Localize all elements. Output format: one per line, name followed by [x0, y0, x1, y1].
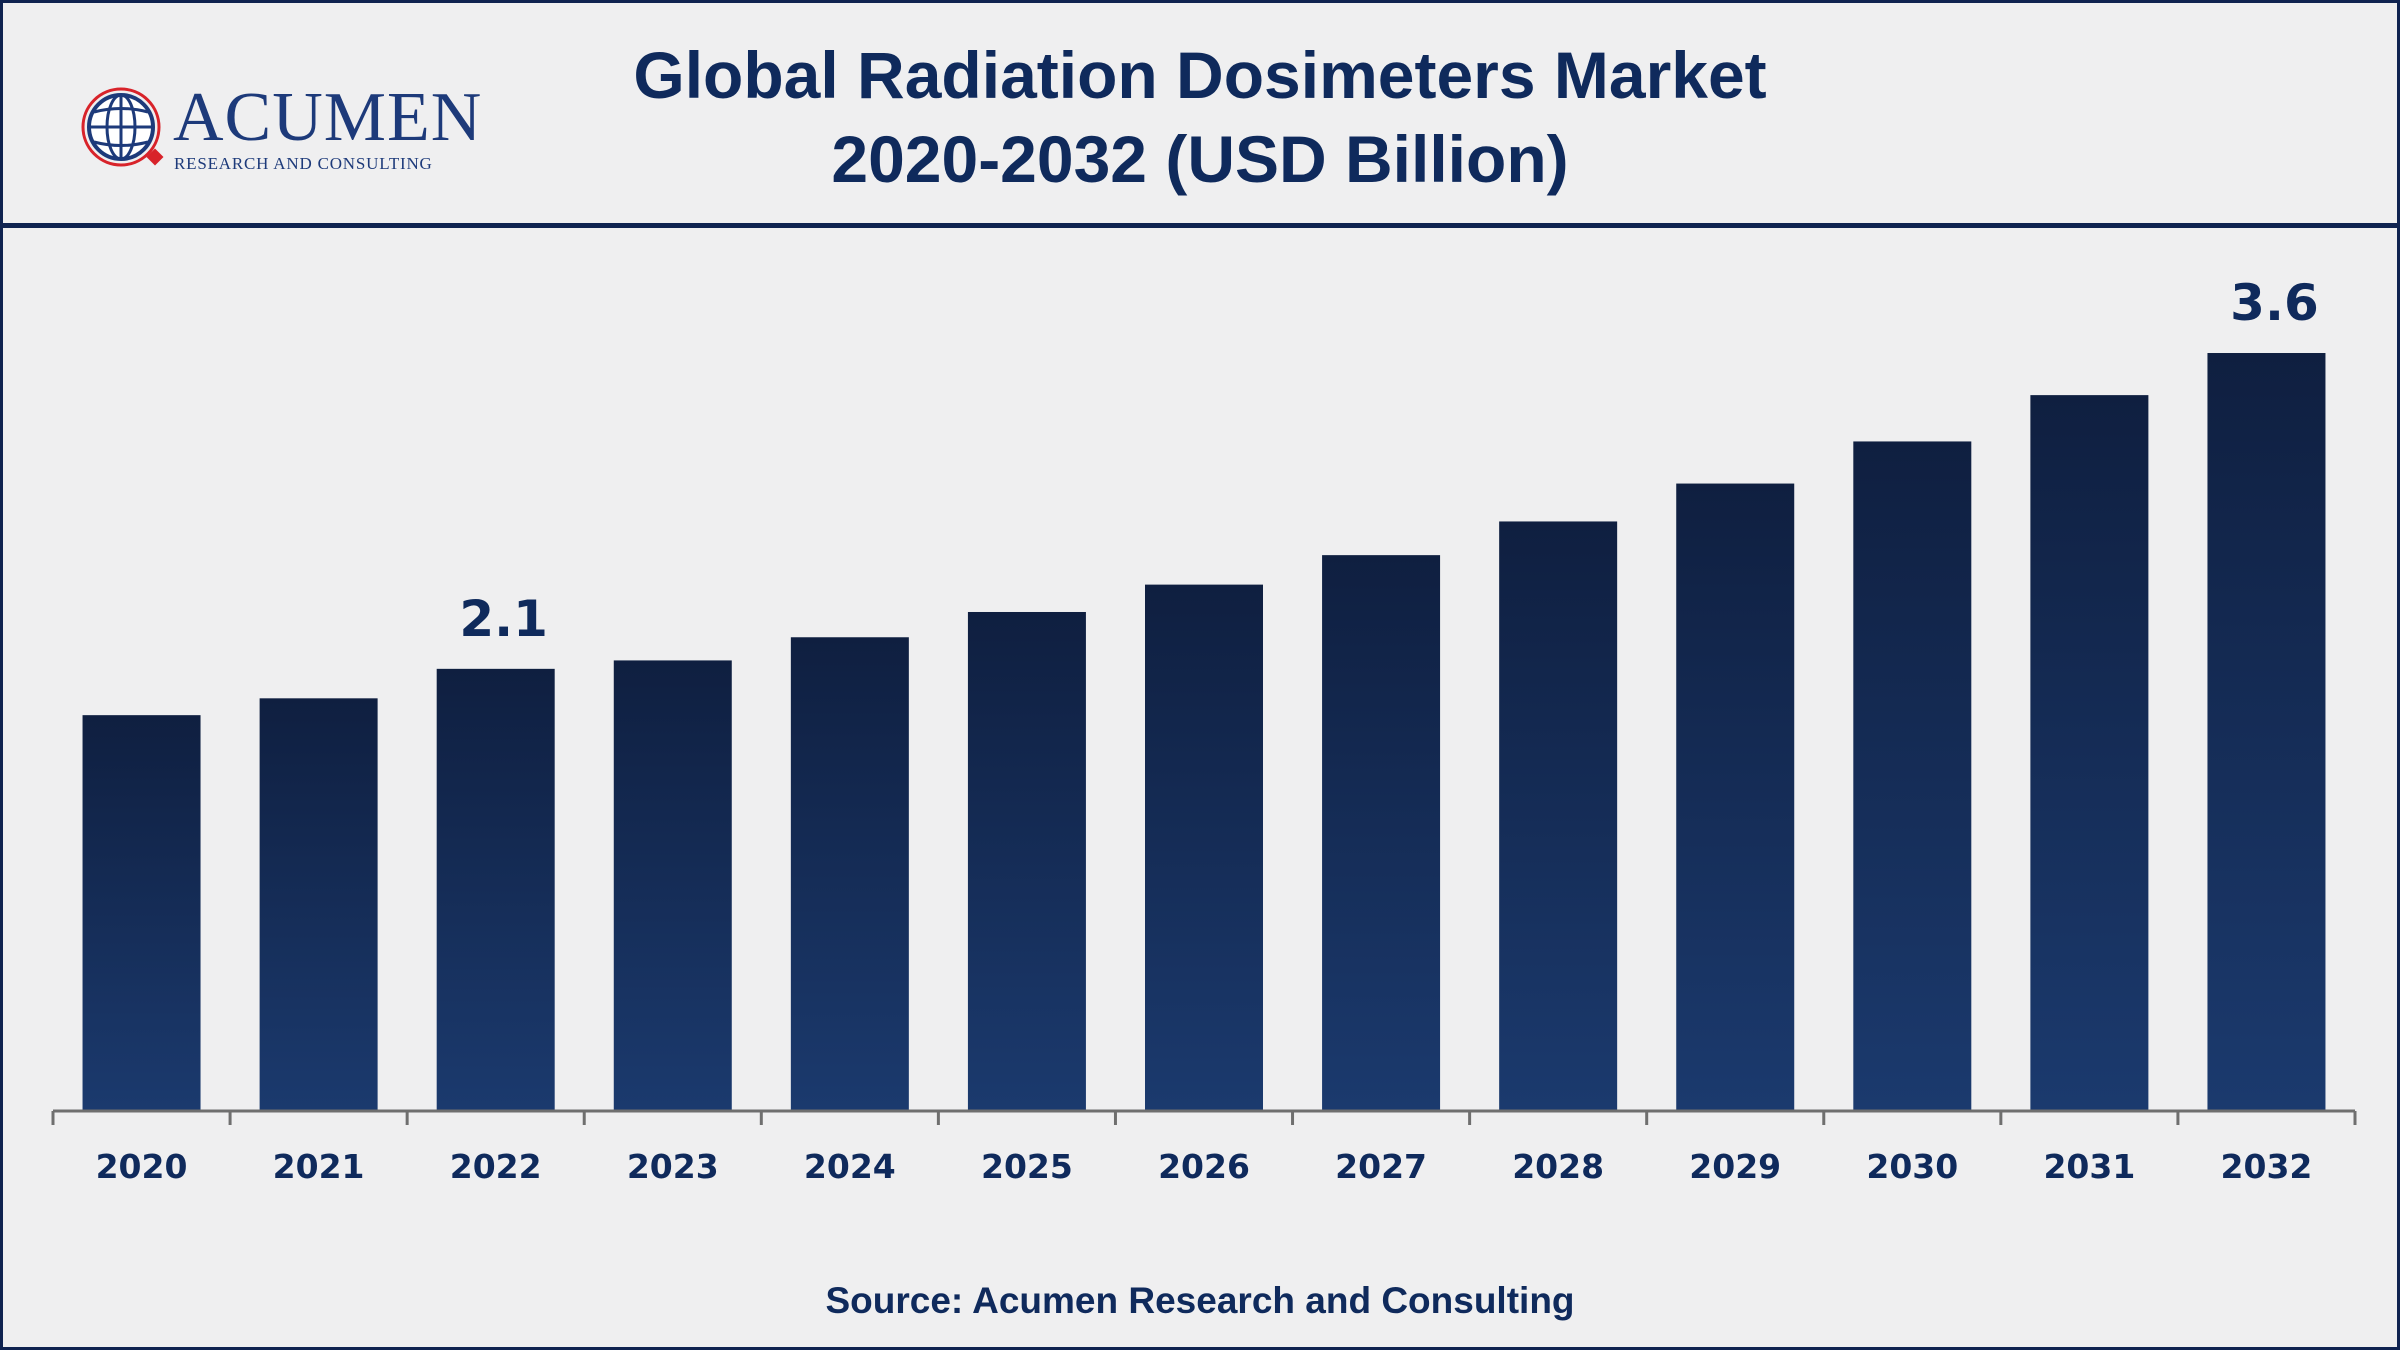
tick-label-2021: 2021 — [273, 1147, 365, 1186]
bar-2028 — [1499, 521, 1618, 1111]
bars-group — [82, 353, 2326, 1112]
tick-label-2020: 2020 — [96, 1147, 188, 1186]
chart-title-line-1: Global Radiation Dosimeters Market — [633, 38, 1767, 112]
chart-title: Global Radiation Dosimeters Market 2020-… — [503, 33, 1897, 201]
data-label-2032: 3.6 — [2230, 274, 2319, 332]
tick-label-2023: 2023 — [627, 1147, 719, 1186]
bar-2020 — [82, 715, 201, 1111]
tick-label-2029: 2029 — [1689, 1147, 1781, 1186]
bar-2031 — [2030, 395, 2149, 1111]
bar-2032 — [2207, 353, 2326, 1112]
bar-2026 — [1145, 584, 1263, 1111]
header: Acumen RESEARCH AND CONSULTING Global Ra… — [3, 3, 2397, 228]
tick-label-2025: 2025 — [981, 1147, 1073, 1186]
chart-title-line-2: 2020-2032 (USD Billion) — [831, 122, 1569, 196]
bar-2029 — [1676, 483, 1795, 1112]
bar-2023 — [613, 660, 732, 1111]
tick-label-2027: 2027 — [1335, 1147, 1427, 1186]
acumen-logo: Acumen RESEARCH AND CONSULTING — [77, 79, 481, 179]
globe-icon — [81, 87, 164, 167]
tick-label-2031: 2031 — [2043, 1147, 2135, 1186]
tick-label-2032: 2032 — [2221, 1147, 2313, 1186]
data-labels: 2.1 3.6 — [459, 274, 2318, 648]
bar-2027 — [1322, 555, 1441, 1111]
tick-label-2030: 2030 — [1866, 1147, 1958, 1186]
bar-chart: 2020 2021 2022 2023 2024 2025 2026 2027 2028 2029… — [51, 274, 2357, 1186]
bar-2021 — [259, 698, 378, 1111]
bar-2025 — [967, 611, 1086, 1111]
logo-tagline: RESEARCH AND CONSULTING — [174, 154, 433, 173]
tick-label-2026: 2026 — [1158, 1147, 1250, 1186]
logo-wordmark: Acumen — [173, 79, 483, 156]
tick-label-2022: 2022 — [450, 1147, 542, 1186]
x-axis — [51, 1109, 2357, 1125]
bar-2024 — [790, 637, 909, 1111]
data-label-2022: 2.1 — [459, 590, 548, 648]
bar-2030 — [1853, 441, 1972, 1111]
x-tick-labels: 2020 2021 2022 2023 2024 2025 2026 2027 2028 2029… — [96, 1147, 2313, 1186]
source-note: Source: Acumen Research and Consulting — [825, 1280, 1575, 1321]
bar-2022 — [436, 668, 555, 1111]
tick-label-2024: 2024 — [804, 1147, 896, 1186]
tick-label-2028: 2028 — [1512, 1147, 1604, 1186]
